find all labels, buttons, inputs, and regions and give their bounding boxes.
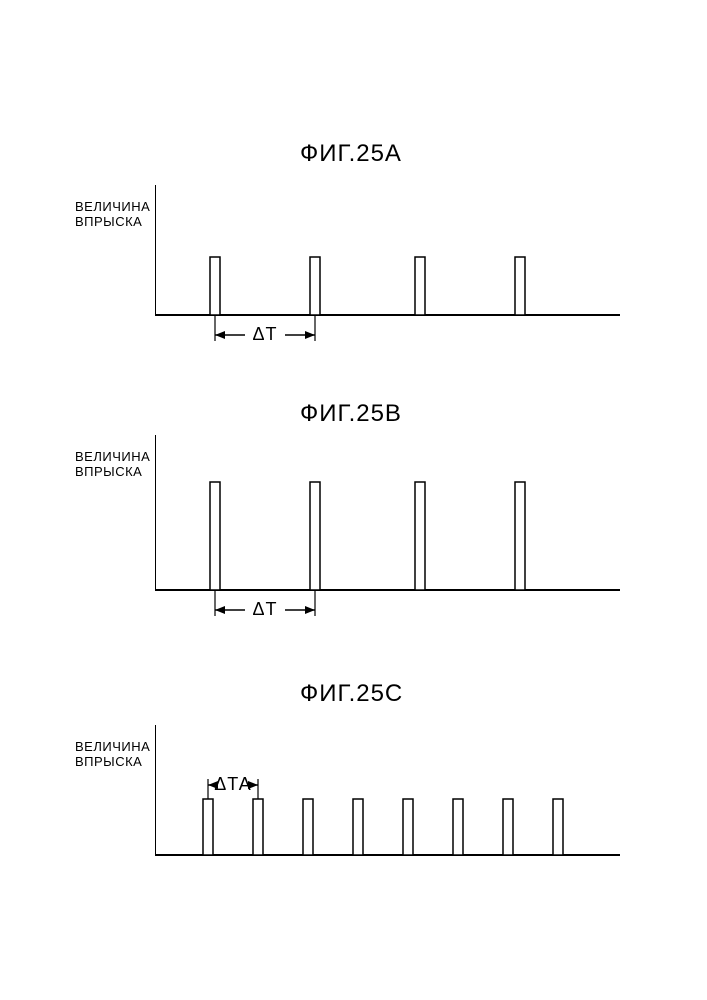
pulse-bar: [203, 799, 213, 855]
y-axis-label-B: ВЕЛИЧИНАВПРЫСКА: [75, 450, 150, 480]
pulse-bar: [453, 799, 463, 855]
arrow-left-icon: [215, 606, 225, 614]
pulse-chart-A: ΔТ: [155, 185, 625, 350]
pulse-bar: [503, 799, 513, 855]
pulse-bar: [415, 257, 425, 315]
page: ФИГ.25А ВЕЛИЧИНАВПРЫСКА ΔТ ФИГ.25В ВЕЛИЧИНАВ…: [0, 0, 707, 1000]
pulse-chart-B: ΔТ: [155, 435, 625, 625]
interval-label-A: ΔТ: [252, 324, 277, 344]
arrow-right-icon: [305, 331, 315, 339]
pulse-bar: [210, 482, 220, 590]
interval-label-C: ΔТА: [214, 774, 251, 794]
interval-label-B: ΔТ: [252, 599, 277, 619]
pulse-bar: [353, 799, 363, 855]
pulse-bar: [515, 257, 525, 315]
pulse-bar: [415, 482, 425, 590]
pulse-bar: [553, 799, 563, 855]
y-axis-label-A: ВЕЛИЧИНАВПРЫСКА: [75, 200, 150, 230]
pulse-bar: [210, 257, 220, 315]
pulse-bar: [515, 482, 525, 590]
arrow-left-icon: [215, 331, 225, 339]
pulse-bar: [403, 799, 413, 855]
pulse-bar: [310, 257, 320, 315]
arrow-right-icon: [305, 606, 315, 614]
figure-title-B: ФИГ.25В: [300, 400, 402, 428]
y-axis-label-C: ВЕЛИЧИНАВПРЫСКА: [75, 740, 150, 770]
figure-title-A: ФИГ.25А: [300, 140, 402, 168]
pulse-bar: [310, 482, 320, 590]
pulse-chart-C: ΔТА: [155, 725, 625, 890]
figure-title-C: ФИГ.25С: [300, 680, 403, 708]
pulse-bar: [303, 799, 313, 855]
pulse-bar: [253, 799, 263, 855]
